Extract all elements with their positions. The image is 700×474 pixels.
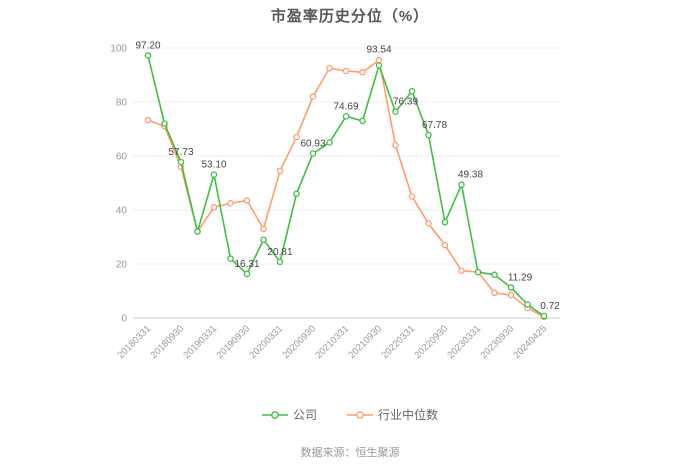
company-point [375,62,383,69]
industry-point [326,65,333,72]
industry-point [507,291,515,299]
company-legend-marker [261,410,288,419]
company-point [293,190,300,198]
industry-point [276,167,284,175]
data-source-text: 数据来源：恒生聚源 [300,447,400,459]
industry-point [375,56,383,64]
industry-point [309,93,317,100]
company-point [243,270,251,278]
point-label: 49.38 [458,170,483,181]
legend-label-industry-median: 行业中位数 [378,408,439,422]
industry-point [441,241,449,249]
point-label: 11.29 [508,273,533,284]
y-tick-label: 80 [116,98,128,109]
point-label: 74.69 [333,101,358,112]
company-point [227,255,234,262]
company-point [524,301,531,308]
legend-item-industry-median[interactable]: 行业中位数 [347,406,438,423]
industry-point [491,289,498,297]
point-label: 53.10 [201,160,226,171]
company-point [144,52,152,59]
point-label: 16.31 [234,259,259,270]
x-tick-label: 20220331 [379,323,417,361]
x-tick-label: 20190331 [181,323,219,361]
x-tick-label: 20210331 [313,323,351,361]
x-tick-label: 20200930 [280,323,318,361]
x-tick-label: 20230930 [478,323,516,361]
x-tick-label: 20180331 [115,323,153,361]
legend-item-company[interactable]: 公司 [261,406,317,423]
x-tick-label: 20200331 [247,323,285,361]
company-point [194,228,201,235]
company-line [147,55,545,317]
company-point [210,171,218,178]
x-tick-label: 20210930 [346,323,384,361]
point-label: 93.54 [366,44,391,55]
company-point [408,87,416,95]
point-label: 20.81 [267,247,292,258]
y-tick-label: 60 [116,152,128,163]
point-label: 0.72 [540,301,560,312]
company-point [507,284,515,291]
company-point [342,113,350,120]
industry-point [144,116,152,124]
company-point [309,150,317,157]
point-label: 97.20 [135,41,160,52]
industry-line [147,58,545,318]
industry-point [210,204,218,211]
industry-point [243,197,251,204]
x-tick-label: 20190930 [214,323,252,361]
y-tick-label: 40 [116,206,128,217]
company-point [441,218,449,226]
y-tick-label: 20 [116,260,128,271]
y-tick-label: 0 [121,314,127,325]
legend-label-company: 公司 [292,408,317,422]
company-point [276,258,284,266]
industry-point [260,225,267,233]
company-point [326,139,333,146]
x-tick-label: 20180930 [148,323,186,361]
company-point [474,268,482,276]
x-tick-label: 20220930 [412,323,450,361]
company-point [161,120,168,127]
company-point [359,117,366,125]
company-point [392,108,399,115]
company-point [458,181,465,188]
industry-point [342,67,350,75]
industry-point [458,267,465,274]
company-point [260,236,267,243]
x-tick-label: 20240425 [511,323,549,361]
chart-canvas: 0 20 40 60 80 100 2018033120180930201903312019… [110,41,560,361]
industry-legend-marker [347,410,373,419]
company-point [540,312,548,320]
industry-point [408,193,416,200]
company-point [425,131,432,139]
chart-title: 市盈率历史分位（%） [270,8,430,25]
point-label: 76.39 [393,97,418,108]
company-point [177,158,185,166]
industry-point [392,141,399,149]
point-label: 57.73 [168,147,193,158]
industry-point [425,220,432,227]
y-tick-label: 100 [110,44,127,55]
point-label: 60.93 [300,138,325,149]
industry-point [293,133,300,141]
point-label: 67.78 [422,120,447,131]
x-tick-label: 20230331 [445,323,483,361]
legend: 公司 行业中位数 [0,406,700,423]
company-point [491,271,498,279]
industry-point [359,69,366,76]
industry-point [227,199,234,207]
